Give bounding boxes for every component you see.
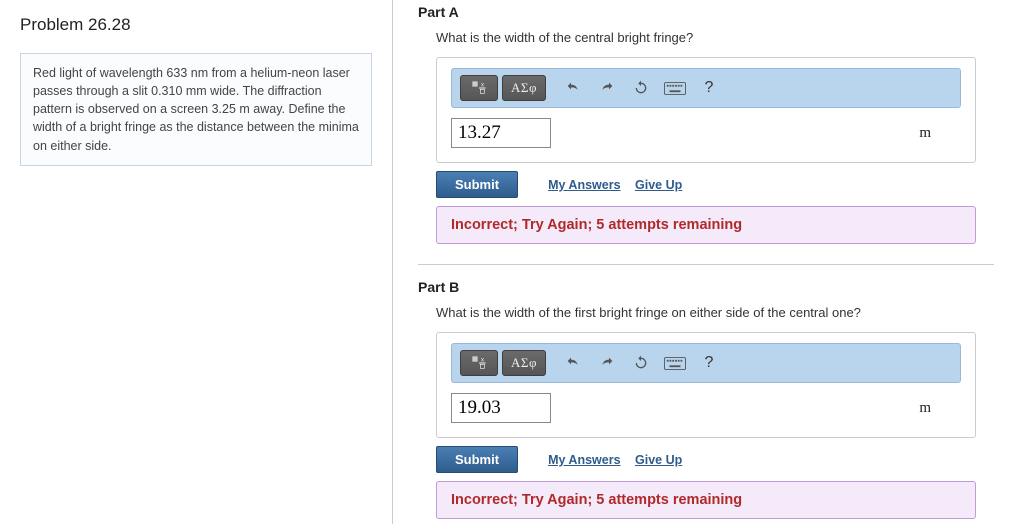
help-button[interactable]: ? xyxy=(694,350,724,376)
part-a-give-up-link[interactable]: Give Up xyxy=(635,178,682,192)
part-b-answer-input[interactable] xyxy=(451,393,551,423)
greek-tool-button[interactable]: ΑΣφ xyxy=(502,75,546,101)
part-b-give-up-link[interactable]: Give Up xyxy=(635,453,682,467)
part-b-unit: m xyxy=(919,400,931,417)
reset-icon xyxy=(633,80,649,96)
undo-button[interactable] xyxy=(558,350,588,376)
fraction-icon: x xyxy=(471,80,487,96)
part-b-toolbar: x ΑΣφ ? xyxy=(451,343,961,383)
part-b-answer-line: m xyxy=(451,393,961,423)
problem-sidebar: Problem 26.28 Red light of wavelength 63… xyxy=(0,0,393,524)
keyboard-icon xyxy=(664,357,686,370)
keyboard-icon xyxy=(664,82,686,95)
part-b-answer-box: x ΑΣφ ? xyxy=(436,332,976,438)
keyboard-button[interactable] xyxy=(660,75,690,101)
undo-icon xyxy=(565,80,581,96)
part-b-question: What is the width of the first bright fr… xyxy=(436,305,994,320)
part-a-answer-input[interactable] xyxy=(451,118,551,148)
part-a-unit: m xyxy=(919,125,931,142)
undo-button[interactable] xyxy=(558,75,588,101)
reset-button[interactable] xyxy=(626,75,656,101)
part-a-header: Part A xyxy=(418,4,994,20)
part-a-submit-button[interactable]: Submit xyxy=(436,171,518,198)
redo-button[interactable] xyxy=(592,350,622,376)
redo-icon xyxy=(599,80,615,96)
reset-button[interactable] xyxy=(626,350,656,376)
part-a-my-answers-link[interactable]: My Answers xyxy=(548,178,620,192)
undo-icon xyxy=(565,355,581,371)
fraction-icon: x xyxy=(471,355,487,371)
part-b-actions: Submit My Answers Give Up xyxy=(436,446,994,473)
part-b-submit-button[interactable]: Submit xyxy=(436,446,518,473)
redo-button[interactable] xyxy=(592,75,622,101)
part-a-question: What is the width of the central bright … xyxy=(436,30,994,45)
part-divider xyxy=(418,264,994,265)
parts-panel: Part A What is the width of the central … xyxy=(393,0,1024,524)
part-b-feedback: Incorrect; Try Again; 5 attempts remaini… xyxy=(436,481,976,519)
fraction-tool-button[interactable]: x xyxy=(460,350,498,376)
reset-icon xyxy=(633,355,649,371)
help-button[interactable]: ? xyxy=(694,75,724,101)
part-a-feedback: Incorrect; Try Again; 5 attempts remaini… xyxy=(436,206,976,244)
fraction-tool-button[interactable]: x xyxy=(460,75,498,101)
part-b-header: Part B xyxy=(418,279,994,295)
redo-icon xyxy=(599,355,615,371)
greek-tool-button[interactable]: ΑΣφ xyxy=(502,350,546,376)
part-a-answer-box: x ΑΣφ ? xyxy=(436,57,976,163)
part-a-actions: Submit My Answers Give Up xyxy=(436,171,994,198)
part-a-answer-line: m xyxy=(451,118,961,148)
problem-statement: Red light of wavelength 633 nm from a he… xyxy=(20,53,372,166)
part-b-my-answers-link[interactable]: My Answers xyxy=(548,453,620,467)
keyboard-button[interactable] xyxy=(660,350,690,376)
part-a-toolbar: x ΑΣφ ? xyxy=(451,68,961,108)
problem-title: Problem 26.28 xyxy=(20,15,372,35)
